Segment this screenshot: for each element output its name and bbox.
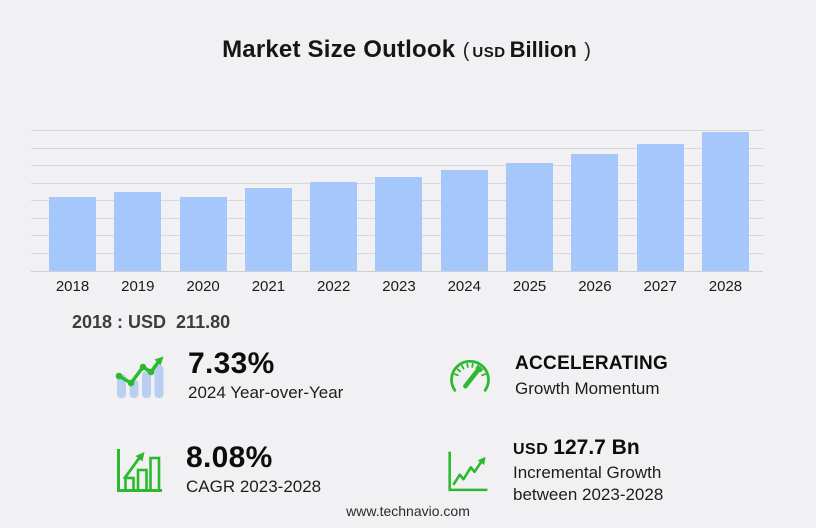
stat-incremental-currency: USD xyxy=(513,441,549,458)
bar-2019 xyxy=(114,192,162,271)
x-axis-tick-label: 2027 xyxy=(643,278,677,295)
bar-2020 xyxy=(179,196,227,271)
stat-growth-momentum: ACCELERATING Growth Momentum xyxy=(446,352,668,400)
x-axis-tick-label: 2018 xyxy=(55,278,90,295)
footer: www.technavio.com xyxy=(0,503,816,519)
bar-column: 2018 xyxy=(49,131,96,295)
title-unit-currency: USD xyxy=(472,44,506,61)
bar-column: 2024 xyxy=(440,131,488,295)
stat-momentum-label: Growth Momentum xyxy=(515,379,660,398)
chart-title-text: Market Size Outlook xyxy=(222,36,456,63)
speedometer-icon xyxy=(446,355,494,397)
x-axis-tick-label: 2026 xyxy=(578,278,612,295)
title-paren-open: ( xyxy=(462,40,470,62)
stat-incremental-label-line2: between 2023-2028 xyxy=(513,485,664,504)
bar-2028 xyxy=(701,132,749,271)
line-growth-icon xyxy=(446,447,492,495)
bar-column: 2028 xyxy=(701,131,749,295)
bar-column: 2021 xyxy=(244,131,292,295)
growth-bars-icon xyxy=(115,352,167,400)
bar-2025 xyxy=(506,162,554,271)
x-axis-tick-label: 2028 xyxy=(708,278,743,295)
bar-column: 2023 xyxy=(375,131,423,295)
title-paren-close: ) xyxy=(584,40,591,62)
bar-series: 2018 2019 2020 2021 2022 2023 2024 2025 2026 2027… xyxy=(31,131,763,295)
bar-2023 xyxy=(375,177,423,271)
x-axis-tick-label: 2025 xyxy=(512,278,547,295)
stat-cagr: 8.08% CAGR 2023-2028 xyxy=(115,442,321,498)
bar-2022 xyxy=(310,182,358,271)
bar-column: 2027 xyxy=(636,131,684,295)
x-axis-tick-label: 2021 xyxy=(251,278,286,295)
bar-2021 xyxy=(244,187,292,271)
bar-2026 xyxy=(571,153,619,271)
stat-incremental-label-line1: Incremental Growth xyxy=(513,463,662,482)
website-link[interactable]: www.technavio.com xyxy=(346,503,470,519)
x-axis-tick-label: 2024 xyxy=(447,278,481,295)
stat-cagr-value: 8.08% xyxy=(186,441,273,474)
growth-chart-icon xyxy=(115,446,165,494)
stat-yoy-growth: 7.33% 2024 Year-over-Year xyxy=(115,348,343,404)
bar-column: 2025 xyxy=(506,131,554,295)
stat-incremental-growth: USD 127.7 Bn Incremental Growth between 2… xyxy=(446,436,663,506)
gridline xyxy=(31,165,763,166)
gridline xyxy=(31,130,763,131)
bar-column: 2026 xyxy=(571,131,619,295)
x-axis-tick-label: 2020 xyxy=(186,278,220,295)
bar-chart-plot-area: 2018 2019 2020 2021 2022 2023 2024 2025 2026 2027… xyxy=(31,130,763,295)
bar-2027 xyxy=(636,143,684,271)
x-axis-tick-label: 2019 xyxy=(121,278,155,295)
chart-title: Market Size Outlook (USD Billion ) xyxy=(0,36,816,64)
bar-2024 xyxy=(440,170,488,271)
stat-momentum-value: ACCELERATING xyxy=(515,353,669,374)
gridline xyxy=(31,147,763,149)
stat-yoy-value: 7.33% xyxy=(188,347,275,380)
stat-incremental-value: 127.7 Bn xyxy=(553,436,640,459)
base-year-annotation: 2018 : USD 211.80 xyxy=(72,312,231,332)
bar-column: 2019 xyxy=(114,131,162,295)
bar-column: 2022 xyxy=(310,131,358,295)
x-axis-tick-label: 2023 xyxy=(382,278,416,295)
stat-yoy-label: 2024 Year-over-Year xyxy=(188,383,344,402)
stat-cagr-label: CAGR 2023-2028 xyxy=(186,477,322,496)
x-axis-tick-label: 2022 xyxy=(317,278,351,295)
title-unit-word: Billion xyxy=(509,37,577,62)
bar-2018 xyxy=(49,196,96,271)
bar-column: 2020 xyxy=(179,131,227,295)
